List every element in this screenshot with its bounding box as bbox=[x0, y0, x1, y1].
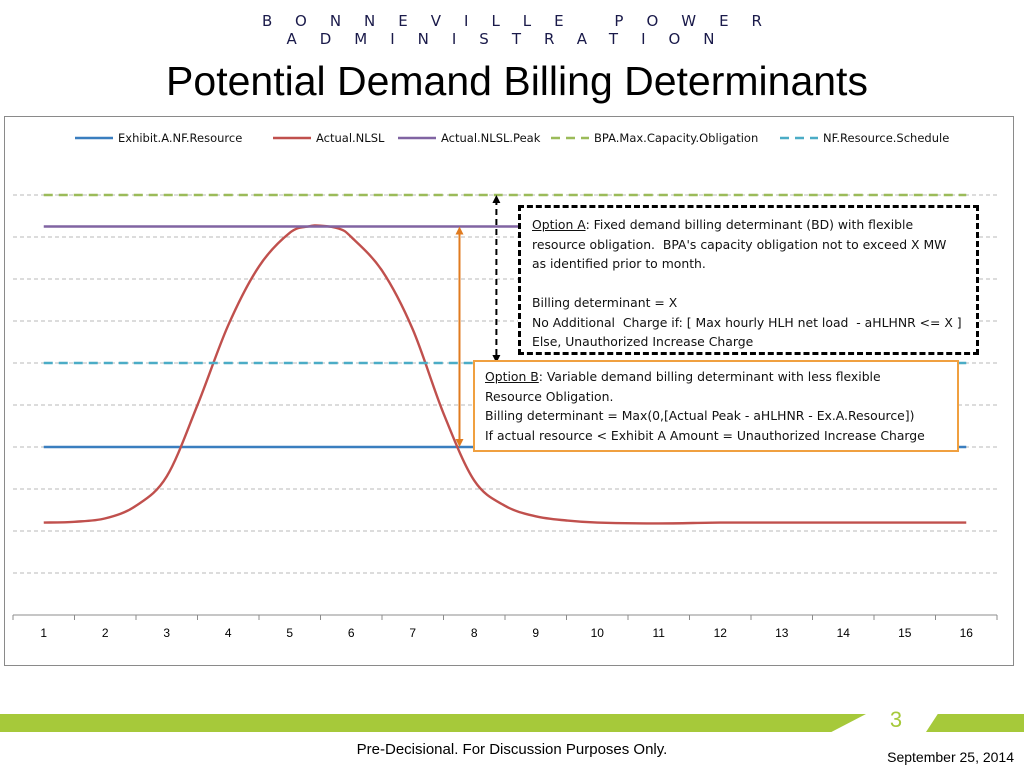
x-tick-label: 13 bbox=[775, 626, 789, 640]
page-number: 3 bbox=[889, 707, 903, 732]
x-tick-label: 16 bbox=[960, 626, 974, 640]
option-a-label: Option A bbox=[532, 217, 586, 232]
option-b-line: If actual resource < Exhibit A Amount = … bbox=[485, 427, 925, 443]
x-tick-label: 9 bbox=[532, 626, 539, 640]
legend-label: Exhibit.A.NF.Resource bbox=[118, 131, 242, 145]
x-tick-label: 5 bbox=[286, 626, 293, 640]
legend-label: Actual.NLSL bbox=[316, 131, 385, 145]
footer-date: September 25, 2014 bbox=[887, 749, 1014, 765]
organization-header: BONNEVILLE POWER ADMINISTRATION bbox=[262, 12, 785, 48]
x-tick-label: 3 bbox=[163, 626, 170, 640]
legend-label: NF.Resource.Schedule bbox=[823, 131, 949, 145]
option-b-text: : Variable demand billing determinant wi… bbox=[538, 369, 881, 384]
option-a-spacer bbox=[532, 274, 976, 294]
option-a-line: No Additional Charge if: [ Max hourly HL… bbox=[532, 314, 962, 330]
x-tick-label: 1 bbox=[40, 626, 47, 640]
option-a-line: resource obligation. BPA's capacity obli… bbox=[532, 236, 947, 252]
x-tick-label: 6 bbox=[348, 626, 355, 640]
x-tick-label: 4 bbox=[225, 626, 232, 640]
option-b-line: Resource Obligation. bbox=[485, 388, 614, 404]
series-line-actual-nlsl bbox=[43, 224, 967, 525]
option-a-box: Option A: Fixed demand billing determina… bbox=[518, 205, 979, 355]
option-a-line: Option A: Fixed demand billing determina… bbox=[532, 215, 976, 235]
x-tick-label: 8 bbox=[471, 626, 478, 640]
option-b-line: Billing determinant = Max(0,[Actual Peak… bbox=[485, 408, 915, 423]
option-a-line: as identified prior to month. bbox=[532, 256, 706, 271]
legend-label: BPA.Max.Capacity.Obligation bbox=[594, 131, 758, 145]
x-tick-label: 12 bbox=[714, 626, 728, 640]
option-b-label: Option B bbox=[485, 369, 539, 384]
x-tick-label: 7 bbox=[409, 626, 416, 640]
option-a-text: : Fixed demand billing determinant (BD) … bbox=[585, 217, 914, 232]
footer-accent-bar-right bbox=[926, 714, 1024, 732]
option-a-line: Billing determinant = X bbox=[532, 295, 678, 310]
x-tick-label: 2 bbox=[102, 626, 109, 640]
footer-disclaimer: Pre-Decisional. For Discussion Purposes … bbox=[356, 741, 668, 758]
slide-title: Potential Demand Billing Determinants bbox=[166, 58, 868, 104]
option-b-line: Option B: Variable demand billing determ… bbox=[485, 367, 957, 387]
x-tick-label: 15 bbox=[898, 626, 912, 640]
x-tick-label: 10 bbox=[591, 626, 605, 640]
x-tick-label: 14 bbox=[837, 626, 851, 640]
option-a-line: Else, Unauthorized Increase Charge bbox=[532, 334, 754, 349]
legend-label: Actual.NLSL.Peak bbox=[441, 131, 541, 145]
x-tick-label: 11 bbox=[653, 626, 666, 640]
option-b-box: Option B: Variable demand billing determ… bbox=[473, 360, 959, 452]
footer-accent-bar bbox=[0, 714, 866, 732]
